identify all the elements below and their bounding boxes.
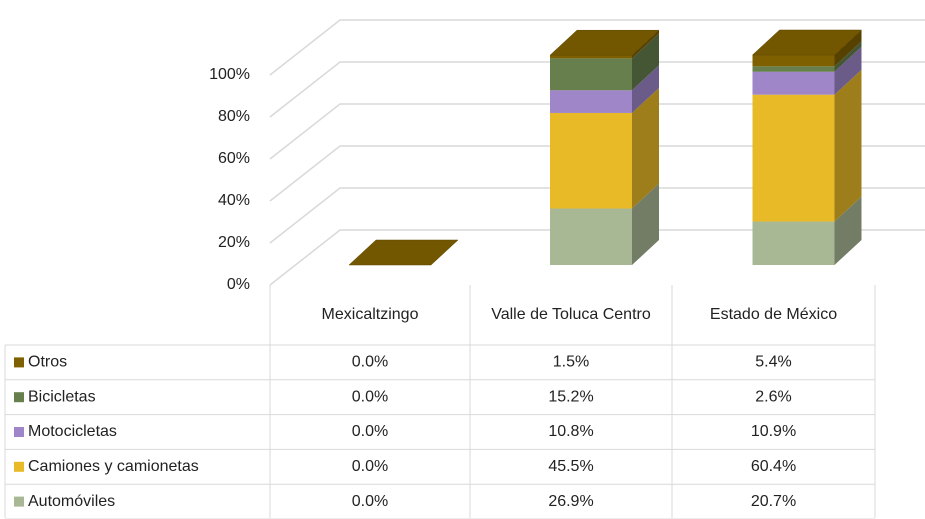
legend-swatch	[14, 427, 24, 437]
x-tick-label: Mexicaltzingo	[322, 306, 419, 323]
bar-segment	[752, 71, 835, 95]
x-tick-label: Estado de México	[710, 306, 837, 323]
bar-top	[751, 29, 863, 56]
data-label: 1.5%	[553, 354, 589, 371]
bar-segment	[550, 90, 632, 113]
y-tick-label: 20%	[218, 234, 250, 251]
grid-line	[269, 19, 925, 76]
bar-side	[834, 196, 862, 265]
legend-swatch	[14, 461, 24, 472]
y-tick-label: 60%	[218, 150, 250, 167]
x-tick-label: Valle de Toluca Centro	[491, 306, 651, 323]
data-label: 45.5%	[548, 458, 593, 475]
grid-line	[269, 145, 925, 202]
data-label: 26.9%	[548, 493, 593, 510]
data-label: 0.0%	[352, 458, 388, 475]
legend-swatch	[14, 357, 24, 368]
grid-line	[269, 61, 925, 118]
bar-top	[348, 239, 459, 266]
bar-side	[632, 65, 659, 113]
legend-swatch	[14, 392, 24, 403]
grid-line	[269, 103, 925, 160]
bar-segment	[550, 112, 632, 209]
bar-segment	[550, 58, 632, 91]
legend-swatch	[14, 496, 24, 507]
data-label: 10.8%	[548, 423, 593, 440]
bar-side	[834, 46, 862, 95]
legend-label: Automóviles	[28, 493, 115, 510]
data-label: 20.7%	[751, 493, 796, 510]
bar-segment	[550, 55, 632, 59]
bar-segment	[752, 66, 835, 72]
bar-segment	[752, 221, 835, 265]
y-tick-label: 100%	[209, 66, 250, 83]
legend-label: Bicicletas	[28, 388, 96, 405]
bar-side	[834, 69, 862, 222]
data-label: 0.0%	[352, 493, 388, 510]
bar-side	[632, 33, 659, 91]
bar-side	[632, 87, 659, 209]
y-tick-label: 40%	[218, 192, 250, 209]
data-label: 2.6%	[755, 388, 791, 405]
bar-side	[834, 30, 862, 67]
bar-top	[549, 29, 660, 56]
bar-side	[834, 41, 862, 72]
legend-label: Otros	[28, 354, 67, 371]
bar-segment	[550, 208, 632, 265]
y-tick-label: 80%	[218, 108, 250, 125]
data-label: 15.2%	[548, 388, 593, 405]
data-label: 0.0%	[352, 423, 388, 440]
data-label: 5.4%	[755, 354, 791, 371]
grid-line	[269, 187, 925, 244]
bar-side	[632, 30, 659, 59]
grid-line	[269, 229, 925, 286]
data-label: 0.0%	[352, 354, 388, 371]
data-label: 60.4%	[751, 458, 796, 475]
bar-segment	[752, 94, 835, 222]
legend-label: Camiones y camionetas	[28, 458, 199, 475]
bar-side	[632, 183, 659, 265]
y-tick-label: 0%	[227, 276, 250, 293]
bar-segment	[752, 55, 835, 67]
data-label: 0.0%	[352, 388, 388, 405]
data-label: 10.9%	[751, 423, 796, 440]
legend-label: Motocicletas	[28, 423, 117, 440]
